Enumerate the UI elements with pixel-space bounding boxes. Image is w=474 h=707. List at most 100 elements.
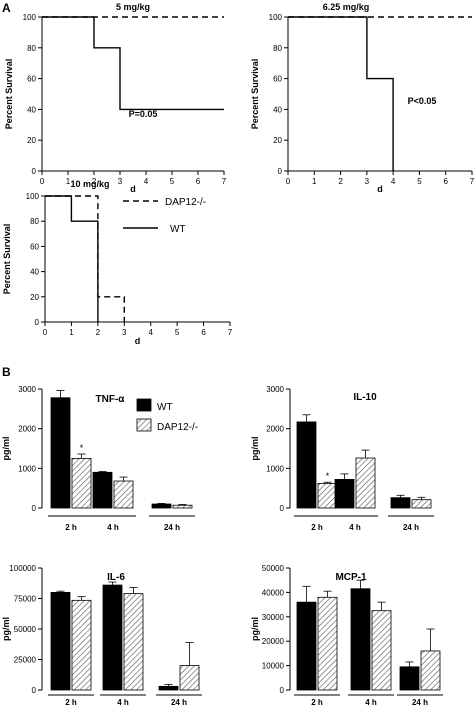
y-tick-label: 20 <box>273 136 282 145</box>
chart-title: 5 mg/kg <box>116 2 150 12</box>
y-tick-label: 40 <box>273 105 282 114</box>
bar-wt <box>102 584 123 691</box>
y-tick-label: 100 <box>23 13 37 22</box>
chart-title: IL-10 <box>353 392 377 403</box>
bar-dap12 <box>123 593 144 691</box>
y-tick-label: 2000 <box>266 425 284 434</box>
x-tick-label: 5 <box>175 328 180 337</box>
y-tick-label: 40 <box>27 105 36 114</box>
dap12-survival-line <box>45 195 126 322</box>
y-tick-label: 0 <box>278 167 283 176</box>
y-tick-label: 2000 <box>18 425 36 434</box>
y-axis-label: pg/ml <box>250 437 260 461</box>
bar-wt <box>334 479 355 509</box>
panel-label-a: A <box>2 1 11 15</box>
significance-star: * <box>326 471 330 481</box>
bar-dap12 <box>179 665 200 691</box>
bar-dap12 <box>113 480 134 509</box>
x-tick-label: 1 <box>69 328 74 337</box>
y-axis-label: Percent Survival <box>2 224 12 295</box>
wt-survival-line <box>288 16 394 171</box>
legend-label: WT <box>170 224 186 235</box>
chart-title: 6.25 mg/kg <box>323 2 370 12</box>
category-label: 4 h <box>117 698 129 707</box>
x-tick-label: 7 <box>228 328 233 337</box>
category-label: 2 h <box>65 523 77 532</box>
y-tick-label: 40000 <box>262 588 285 597</box>
y-tick-label: 25000 <box>14 656 37 665</box>
bar-dap12 <box>317 596 338 691</box>
y-axis-label: Percent Survival <box>250 59 260 130</box>
bar-wt <box>296 601 317 691</box>
legend-swatch-dap12 <box>136 418 152 432</box>
x-tick-label: 6 <box>443 177 448 186</box>
x-tick-label: 3 <box>118 177 123 186</box>
chart-title: IL-6 <box>107 572 125 583</box>
x-tick-label: 4 <box>148 328 153 337</box>
legend-label: WT <box>157 402 173 413</box>
y-tick-label: 0 <box>32 504 37 513</box>
panel-label-b: B <box>2 365 11 379</box>
y-tick-label: 60 <box>273 75 282 84</box>
y-tick-label: 0 <box>280 504 285 513</box>
p-value-annotation: P=0.05 <box>129 109 158 119</box>
y-axis-label: Percent Survival <box>4 59 14 130</box>
y-tick-label: 20 <box>27 136 36 145</box>
x-tick-label: 1 <box>66 177 71 186</box>
y-tick-label: 60 <box>30 242 39 251</box>
y-tick-label: 0 <box>35 318 40 327</box>
x-axis-label: d <box>130 184 136 194</box>
x-tick-label: 3 <box>365 177 370 186</box>
y-tick-label: 75000 <box>14 595 37 604</box>
x-tick-label: 3 <box>122 328 127 337</box>
bar-wt <box>50 397 71 509</box>
x-tick-label: 2 <box>92 177 97 186</box>
x-tick-label: 0 <box>40 177 45 186</box>
category-label: 4 h <box>349 523 361 532</box>
x-tick-label: 0 <box>43 328 48 337</box>
y-tick-label: 20 <box>30 293 39 302</box>
x-tick-label: 6 <box>201 328 206 337</box>
y-tick-label: 60 <box>27 75 36 84</box>
legend-label: DAP12-/- <box>165 197 206 208</box>
x-axis-label: d <box>135 336 141 346</box>
bar-wt <box>390 497 411 509</box>
y-tick-label: 80 <box>30 217 39 226</box>
x-axis-label: d <box>377 184 383 194</box>
y-tick-label: 3000 <box>266 385 284 394</box>
y-tick-label: 10000 <box>262 662 285 671</box>
y-tick-label: 3000 <box>18 385 36 394</box>
category-label: 2 h <box>65 698 77 707</box>
legend-label: DAP12-/- <box>157 422 198 433</box>
category-label: 24 h <box>403 523 419 532</box>
bar-dap12 <box>71 458 92 509</box>
bar-dap12 <box>317 483 338 509</box>
y-tick-label: 0 <box>280 686 285 695</box>
x-tick-label: 7 <box>222 177 227 186</box>
y-tick-label: 0 <box>32 686 37 695</box>
chart-title: TNF-α <box>96 394 126 405</box>
x-tick-label: 5 <box>170 177 175 186</box>
bar-wt <box>296 421 317 509</box>
y-tick-label: 80 <box>273 44 282 53</box>
wt-survival-line <box>42 16 224 111</box>
bar-wt <box>50 592 71 691</box>
y-tick-label: 30000 <box>262 613 285 622</box>
x-tick-label: 2 <box>338 177 343 186</box>
y-axis-label: pg/ml <box>1 617 11 641</box>
bar-dap12 <box>371 610 392 691</box>
category-label: 24 h <box>171 698 187 707</box>
x-tick-label: 4 <box>391 177 396 186</box>
x-tick-label: 6 <box>196 177 201 186</box>
category-label: 2 h <box>311 698 323 707</box>
chart-title: MCP-1 <box>335 572 367 583</box>
bar-dap12 <box>71 599 92 691</box>
bar-wt <box>399 666 420 691</box>
category-label: 4 h <box>365 698 377 707</box>
y-axis-label: pg/ml <box>250 617 260 641</box>
category-label: 24 h <box>412 698 428 707</box>
chart-title: 10 mg/kg <box>70 179 109 189</box>
x-tick-label: 0 <box>286 177 291 186</box>
x-tick-label: 5 <box>417 177 422 186</box>
